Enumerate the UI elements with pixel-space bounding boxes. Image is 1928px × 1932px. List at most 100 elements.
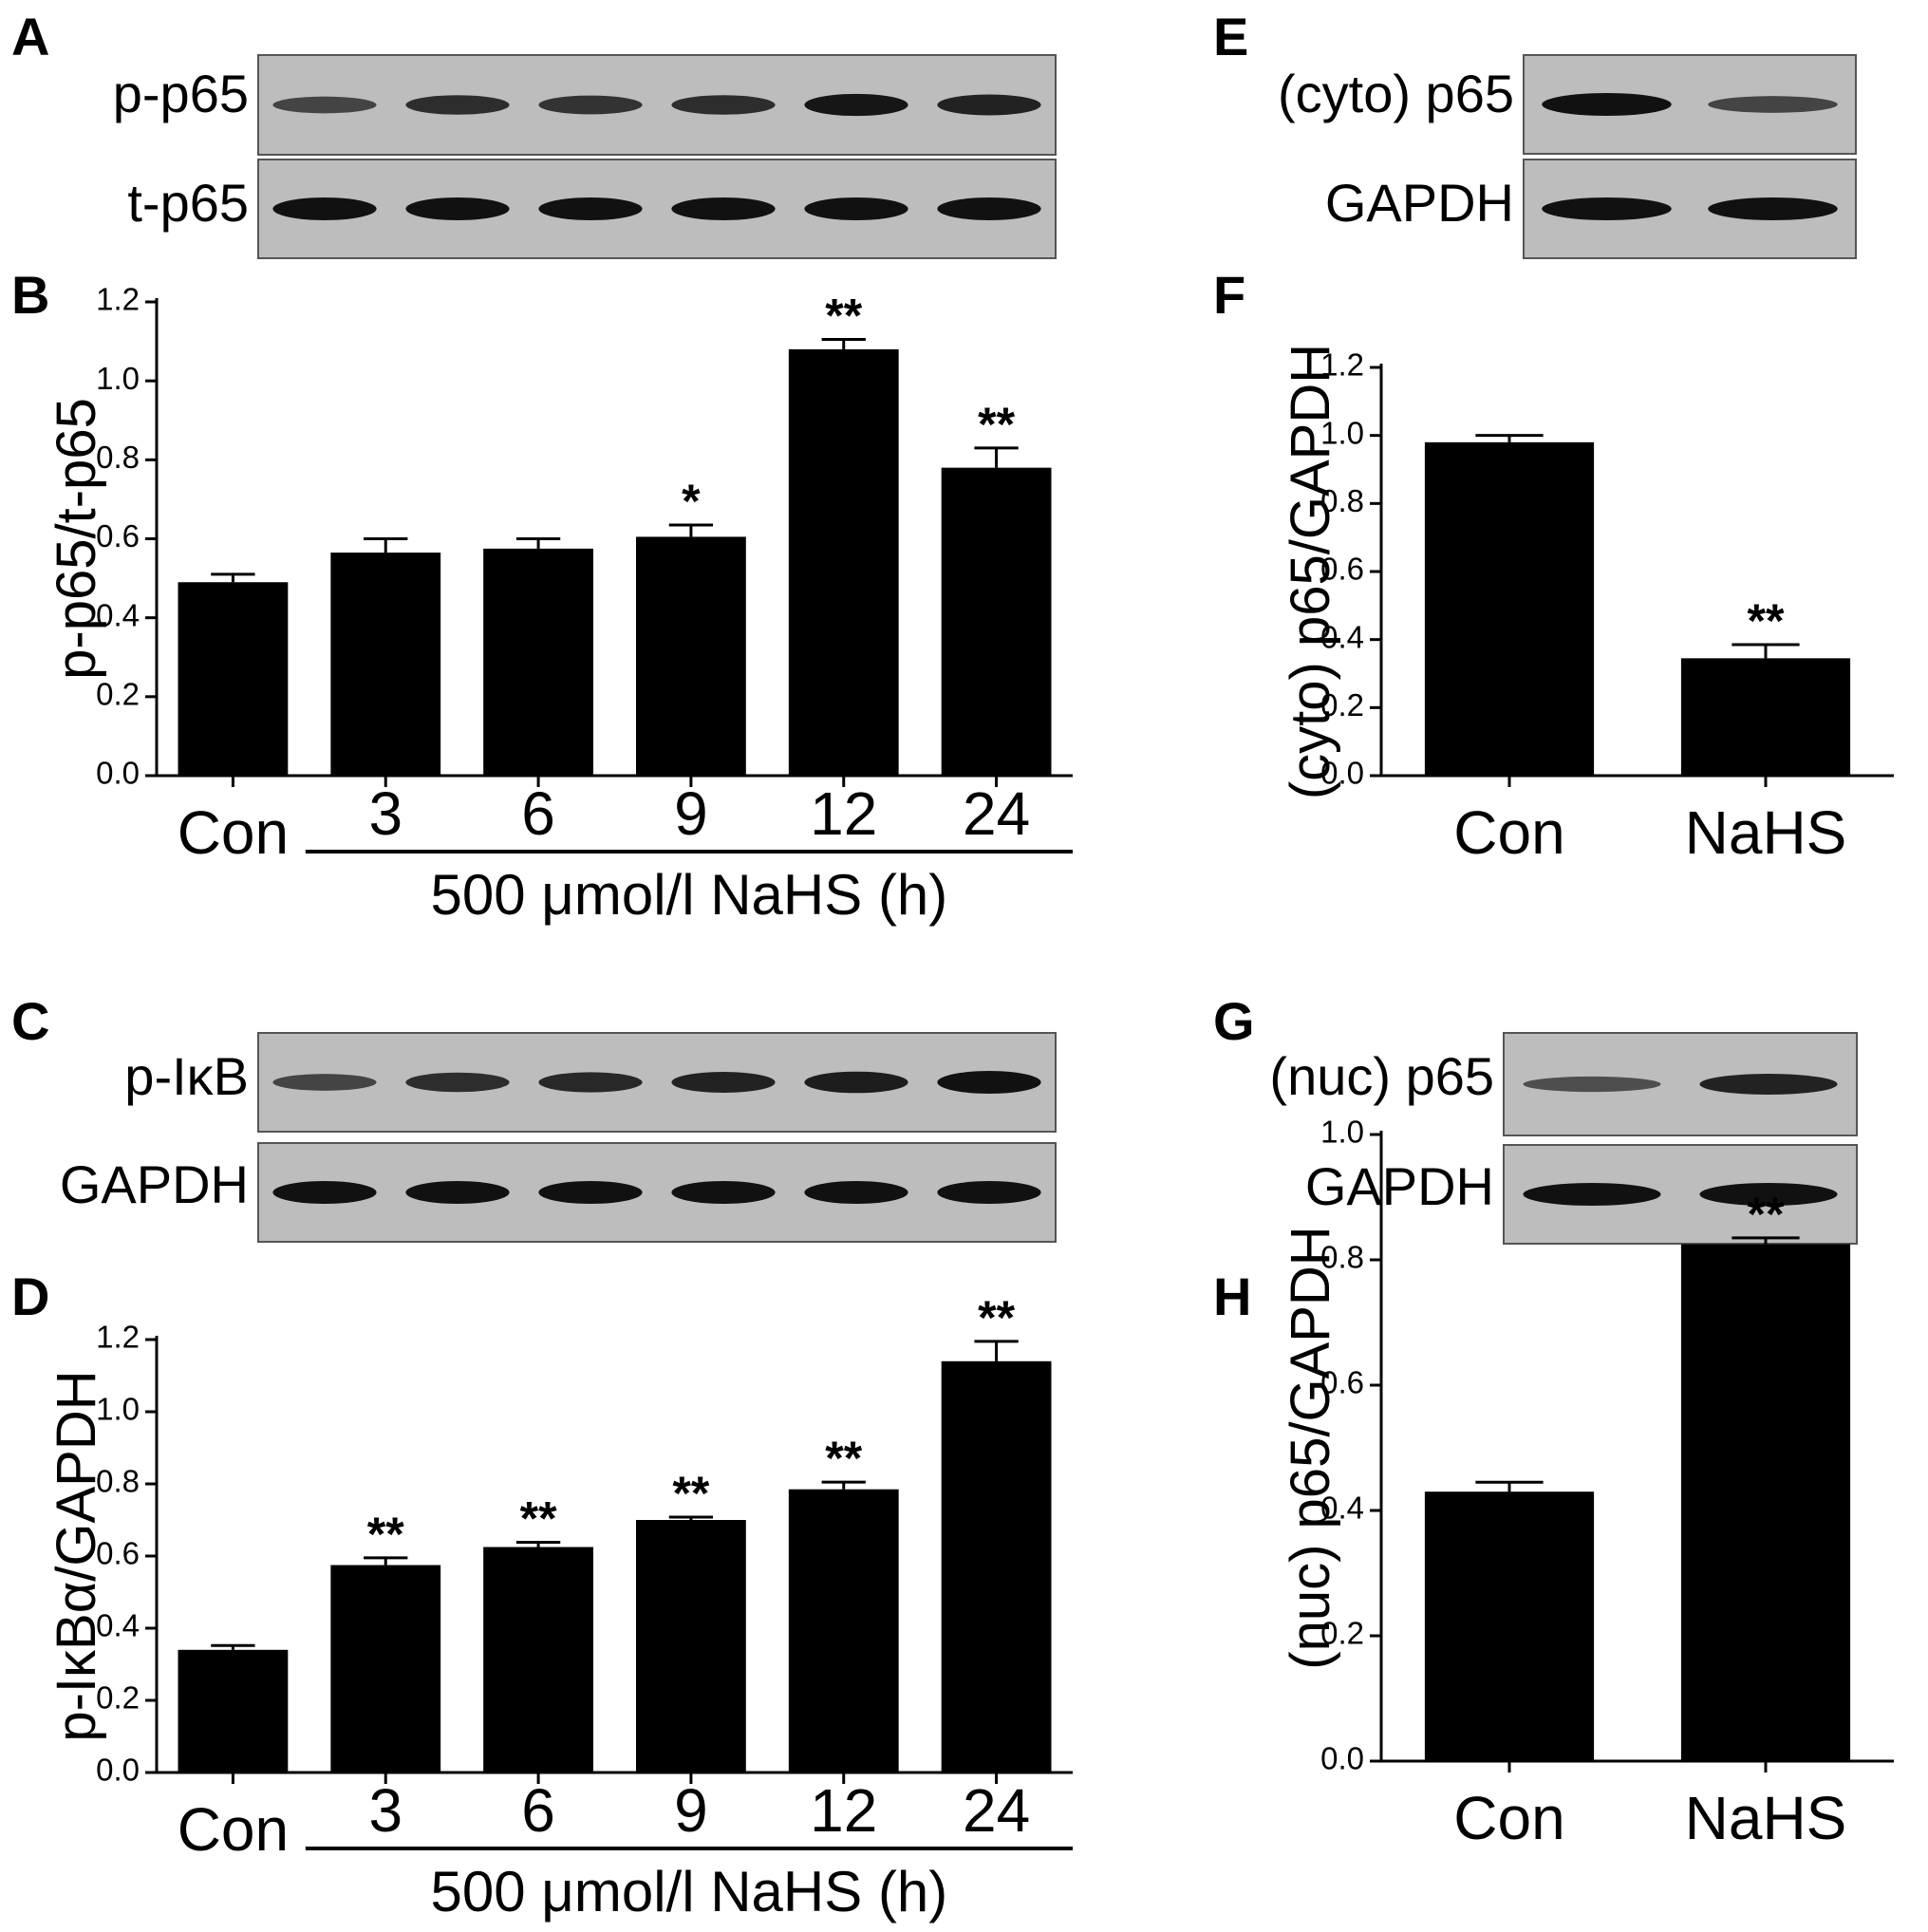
panel-label: F [1213,265,1245,325]
blot-band [671,1072,776,1093]
bar-con [178,1649,289,1773]
significance-marker: ** [825,290,862,343]
blot-panel-c: Cp-IκB GAPDH [11,991,1057,1243]
blot-panel-g: G(nuc) p65 GAPDH [1213,991,1858,1245]
blot-band [405,1072,510,1093]
y-tick-label: 0.4 [1320,1491,1364,1526]
bar-9 [636,536,746,776]
bar-nahs [1680,658,1851,776]
blot-band [937,94,1041,116]
blot-strip [257,54,1057,156]
y-tick-label: 0.0 [1320,1741,1364,1776]
blot-band [804,1071,908,1094]
blot-band [272,1181,377,1204]
blot-band [272,197,377,220]
bar-24 [941,1360,1052,1773]
bar-3 [330,1565,441,1773]
y-tick-label: 1.2 [96,282,140,317]
x-category-label: 6 [521,1776,555,1845]
bar-6 [483,1547,593,1773]
blot-band [1708,197,1838,220]
blot-band [1699,1074,1838,1095]
y-tick-label: 0.8 [1320,483,1364,518]
blot-strip [257,159,1057,259]
y-tick-label: 0.0 [1320,756,1364,791]
blot-row: GAPDH [1325,159,1857,259]
bar-12 [788,1489,899,1773]
x-category-label: 3 [368,1776,402,1845]
y-tick-label: 0.8 [1320,1240,1364,1275]
y-tick-label: 0.6 [1320,552,1364,587]
blot-row: GAPDH [1305,1144,1858,1245]
y-tick-label: 0.2 [96,1680,140,1716]
bar-chart-f: F 0.0 0.2 0.4 0.6 0.8 1.0 1.2(cyto) p65/GAPDH Co… [1213,265,1894,867]
y-tick-label: 0.6 [96,1536,140,1571]
blot-panel-e: E (cyto) p65 GAPDH [1213,7,1857,259]
y-tick-label: 1.2 [96,1320,140,1355]
blot-band [1542,197,1672,220]
panel-label: B [11,265,49,325]
blot-band [1542,93,1672,116]
panel-label: A [11,7,49,66]
x-category-label: NaHS [1685,1784,1847,1852]
x-category-label: NaHS [1685,798,1847,867]
blot-row-label: p-p65 [113,64,249,123]
blot-band [937,1071,1041,1094]
blot-row: (nuc) p65 [1269,1032,1858,1136]
x-category-label: 12 [810,779,877,848]
panel-label: D [11,1266,49,1326]
bar-6 [483,548,593,776]
significance-marker: ** [1748,594,1785,647]
blot-band [671,1181,776,1204]
y-tick-label: 1.0 [1320,415,1364,450]
blot-band [272,96,377,114]
blot-row: GAPDH [60,1142,1057,1243]
significance-marker: ** [825,1432,862,1485]
x-category-label: 24 [963,1776,1030,1845]
blot-strip [257,1142,1057,1243]
blot-row-label: t-p65 [127,173,249,233]
y-tick-label: 0.4 [96,1608,140,1643]
blot-band [804,197,908,220]
x-category-label: 9 [674,1776,708,1845]
blot-band [1523,1076,1661,1093]
y-tick-label: 0.6 [1320,1365,1364,1400]
blot-band [272,1074,377,1091]
y-axis-label: p-p65/t-p65 [46,398,107,680]
blot-band [1708,96,1838,113]
panel-label: E [1213,7,1248,66]
y-tick-label: 1.0 [96,361,140,396]
blot-band [804,1181,908,1204]
blot-row-label: GAPDH [1305,1156,1494,1216]
blot-band [671,197,776,220]
significance-marker: ** [1748,1188,1785,1241]
y-tick-label: 0.0 [96,1753,140,1788]
x-category-label: 3 [368,779,402,848]
significance-marker: ** [978,1291,1015,1344]
x-category-label: Con [1453,798,1564,867]
blot-row: p-IκB [124,1032,1057,1133]
y-axis-label: p-IκBα/GAPDH [46,1370,107,1741]
bar-con [1424,1491,1595,1761]
blot-panel-a: Ap-p65 t-p65 [11,7,1057,259]
blot-row: (cyto) p65 [1278,54,1857,155]
blot-band [405,1181,510,1204]
x-category-label: Con [1453,1784,1564,1852]
blot-row-label: (nuc) p65 [1269,1046,1494,1106]
x-category-label: 6 [521,779,555,848]
group-label: 500 μmol/l NaHS (h) [431,1860,948,1923]
panel-label: H [1213,1266,1251,1326]
blot-band [405,95,510,115]
significance-marker: ** [672,1467,709,1520]
bar-24 [941,467,1052,776]
y-tick-label: 0.2 [1320,1616,1364,1651]
x-category-label: 24 [963,779,1030,848]
y-tick-label: 0.2 [1320,687,1364,722]
blot-band [1523,1183,1661,1206]
significance-marker: ** [367,1508,404,1561]
blot-band [671,95,776,115]
y-axis-label: (cyto) p65/GAPDH [1280,344,1341,799]
panel-label: G [1213,991,1255,1051]
bar-chart-b: B 0.0 0.2 0.4 0.6 0.8 1.0 1.2 p-p65/t-p65 Con 3 6 9 *… [11,265,1073,927]
